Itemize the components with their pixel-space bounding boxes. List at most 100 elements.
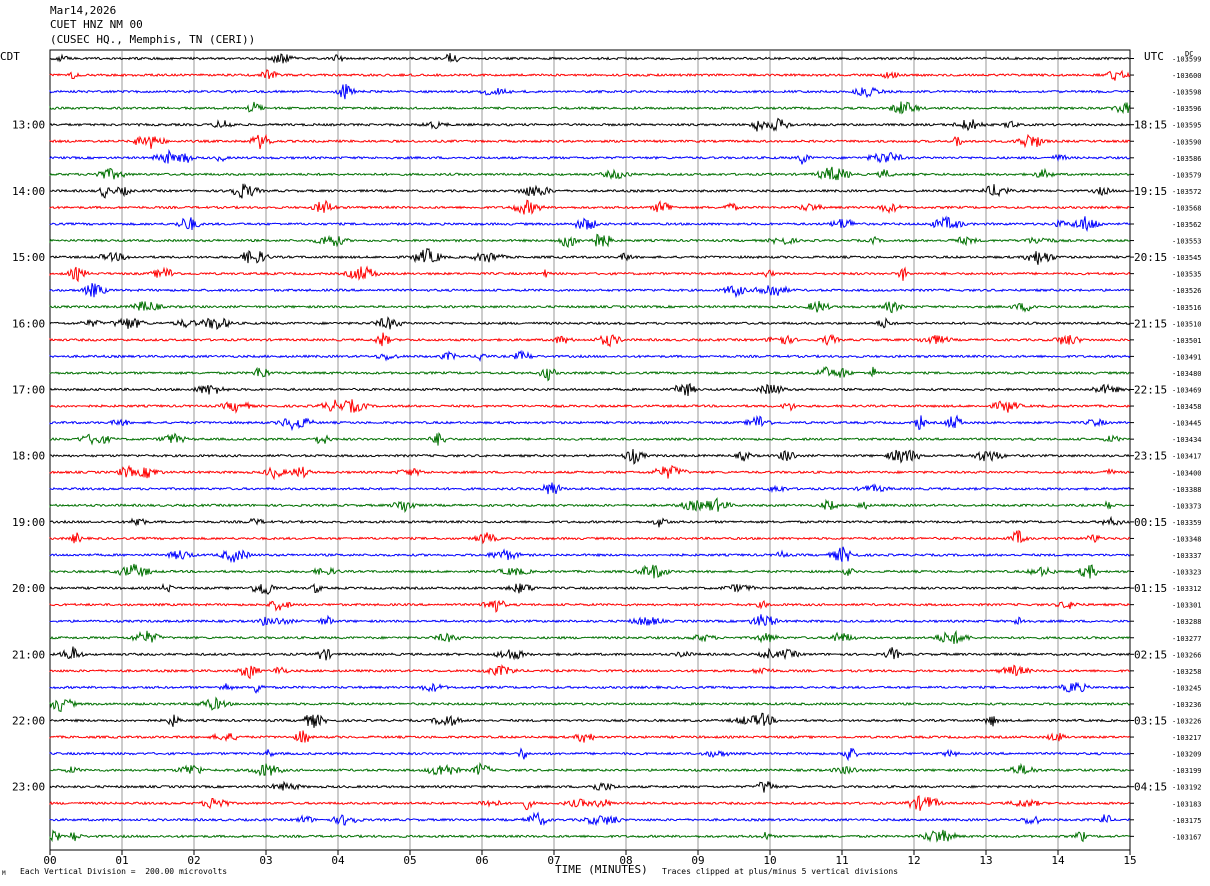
seismic-trace xyxy=(49,497,1131,514)
seismic-trace xyxy=(49,133,1131,150)
seismic-trace xyxy=(49,166,1131,181)
left-hour-label: 18:00 xyxy=(12,450,45,463)
seismic-trace xyxy=(49,546,1131,564)
seismic-trace xyxy=(49,614,1131,627)
right-hour-label: 23:15 xyxy=(1134,450,1167,463)
seismic-trace xyxy=(49,349,1131,363)
dc-offset-label: -103277 xyxy=(1172,635,1202,643)
dc-offset-label: -103226 xyxy=(1172,718,1202,726)
dc-offset-label: -103562 xyxy=(1172,221,1202,229)
x-tick-label: 10 xyxy=(763,854,776,867)
header-station: CUET HNZ NM 00 xyxy=(50,18,143,31)
seismic-trace xyxy=(49,101,1131,115)
right-hour-label: 00:15 xyxy=(1134,516,1167,529)
seismic-trace xyxy=(49,247,1131,265)
seismic-trace xyxy=(49,300,1130,314)
dc-offset-label: -103236 xyxy=(1172,701,1202,709)
seismic-trace xyxy=(49,183,1131,199)
dc-offset-label: -103266 xyxy=(1172,651,1202,659)
seismic-trace xyxy=(49,829,1131,843)
x-tick-label: 12 xyxy=(907,854,920,867)
dc-offset-label: -103301 xyxy=(1172,602,1202,610)
right-hour-label: 22:15 xyxy=(1134,384,1167,397)
right-hour-label: 02:15 xyxy=(1134,648,1167,661)
seismic-trace xyxy=(49,582,1131,595)
seismic-trace xyxy=(49,563,1131,579)
seismic-trace xyxy=(49,730,1131,743)
right-hour-label: 20:15 xyxy=(1134,251,1167,264)
x-tick-label: 11 xyxy=(835,854,848,867)
footer-clip: Traces clipped at plus/minus 5 vertical … xyxy=(662,867,899,876)
dc-offset-label: -103192 xyxy=(1172,784,1202,792)
seismic-trace xyxy=(49,762,1131,777)
dc-offset-label: -103337 xyxy=(1172,552,1202,560)
left-hour-label: 13:00 xyxy=(12,119,45,132)
right-hour-label: 01:15 xyxy=(1134,582,1167,595)
dc-offset-label: -103526 xyxy=(1172,287,1202,295)
seismic-trace xyxy=(49,233,1131,248)
dc-offset-label: -103491 xyxy=(1172,353,1202,361)
seismic-trace xyxy=(49,414,1130,432)
seismic-trace xyxy=(49,780,1131,793)
x-tick-label: 08 xyxy=(619,854,632,867)
seismic-trace xyxy=(49,69,1131,81)
dc-offset-label: -103373 xyxy=(1172,502,1202,510)
x-tick-label: 05 xyxy=(403,854,416,867)
dc-offset-label: -103199 xyxy=(1172,767,1202,775)
right-hour-label: 21:15 xyxy=(1134,317,1167,330)
dc-offset-label: -103417 xyxy=(1172,453,1202,461)
dc-offset-label: -103167 xyxy=(1172,833,1202,841)
seismic-trace xyxy=(49,148,1131,165)
left-hour-label: 16:00 xyxy=(12,317,45,330)
dc-offset-label: -103312 xyxy=(1172,585,1202,593)
seismic-trace xyxy=(49,712,1131,728)
seismic-trace xyxy=(49,747,1131,762)
right-hour-label: 19:15 xyxy=(1134,185,1167,198)
seismic-trace xyxy=(49,448,1131,465)
x-tick-label: 14 xyxy=(1051,854,1065,867)
seismic-trace xyxy=(49,482,1131,495)
dc-offset-label: -103434 xyxy=(1172,436,1202,444)
left-hour-label: 22:00 xyxy=(12,715,45,728)
seismic-trace xyxy=(49,629,1131,645)
seismic-trace xyxy=(49,199,1131,215)
x-tick-label: 06 xyxy=(475,854,488,867)
dc-offset-label: -103600 xyxy=(1172,72,1202,80)
seismic-trace xyxy=(49,332,1131,348)
seismic-trace xyxy=(49,382,1131,397)
plot-frame xyxy=(49,49,1131,851)
dc-offset-label: -103323 xyxy=(1172,569,1202,577)
dc-offset-label: -103458 xyxy=(1172,403,1202,411)
dc-offset-label: -103596 xyxy=(1172,105,1202,113)
footer-mark: M xyxy=(2,870,6,877)
right-hour-label: 03:15 xyxy=(1134,715,1167,728)
seismic-trace xyxy=(49,646,1131,661)
dc-offset-label: -103598 xyxy=(1172,89,1202,97)
seismic-trace xyxy=(49,265,1131,283)
seismic-trace xyxy=(49,215,1131,232)
seismic-trace xyxy=(49,84,1131,100)
seismic-trace xyxy=(49,529,1131,545)
header-date: Mar14,2026 xyxy=(50,4,117,17)
left-hour-label: 19:00 xyxy=(12,516,45,529)
seismic-trace xyxy=(49,399,1131,414)
dc-offset-label: -103288 xyxy=(1172,618,1202,626)
seismic-trace xyxy=(49,681,1131,694)
x-tick-label: 04 xyxy=(331,854,345,867)
seismic-trace xyxy=(49,316,1131,330)
x-tick-label: 15 xyxy=(1123,854,1136,867)
dc-offset-label: -103510 xyxy=(1172,320,1202,328)
dc-offset-label: -103516 xyxy=(1172,304,1202,312)
seismic-trace xyxy=(49,663,1131,680)
seismic-trace xyxy=(49,515,1130,528)
seismic-trace xyxy=(49,432,1131,446)
dc-offset-label: -103359 xyxy=(1172,519,1202,527)
x-axis-title: TIME (MINUTES) xyxy=(555,863,648,876)
x-tick-label: 09 xyxy=(691,854,704,867)
dc-label: DC xyxy=(1185,50,1194,58)
dc-offset-label: -103501 xyxy=(1172,337,1202,345)
seismic-trace xyxy=(49,283,1131,299)
dc-offset-label: -103175 xyxy=(1172,817,1202,825)
dc-offset-label: -103480 xyxy=(1172,370,1202,378)
